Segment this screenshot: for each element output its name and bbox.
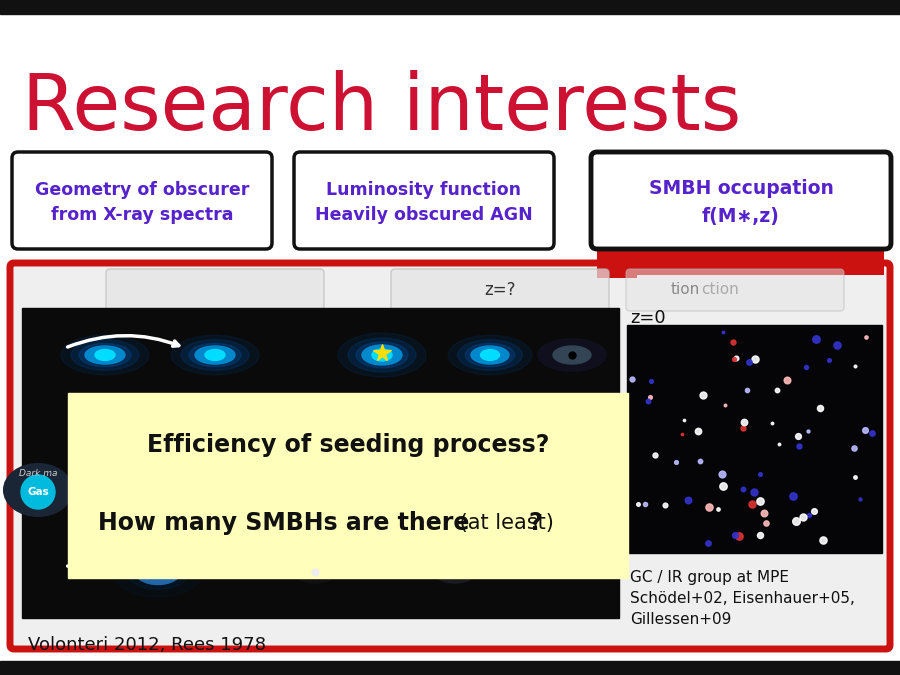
Ellipse shape (471, 346, 509, 364)
FancyBboxPatch shape (12, 152, 272, 249)
Ellipse shape (181, 340, 249, 371)
Ellipse shape (356, 342, 408, 368)
Text: Geometry of obscurer
from X-ray spectra: Geometry of obscurer from X-ray spectra (35, 181, 249, 224)
Ellipse shape (95, 350, 115, 360)
Text: Gas: Gas (27, 487, 49, 497)
Bar (627, 325, 882, 553)
Text: z=0: z=0 (630, 309, 666, 327)
Text: Efficiency of seeding process?: Efficiency of seeding process? (147, 433, 549, 457)
Ellipse shape (434, 561, 476, 583)
Ellipse shape (348, 338, 416, 372)
Bar (68, 393, 628, 578)
Text: z=?: z=? (484, 281, 516, 299)
Polygon shape (637, 246, 884, 275)
Ellipse shape (465, 344, 515, 367)
Text: ?: ? (528, 511, 542, 535)
Bar (0, 0, 900, 14)
Circle shape (21, 475, 55, 509)
Ellipse shape (448, 335, 532, 375)
Ellipse shape (553, 346, 591, 364)
Bar (0, 661, 900, 675)
FancyBboxPatch shape (10, 263, 890, 649)
Text: Luminosity function
Heavily obscured AGN: Luminosity function Heavily obscured AGN (315, 181, 533, 224)
Text: How many SMBHs are there: How many SMBHs are there (98, 511, 470, 535)
Ellipse shape (205, 350, 225, 360)
Text: tion: tion (670, 283, 699, 298)
Text: (at least): (at least) (453, 513, 554, 533)
Ellipse shape (79, 344, 131, 367)
Bar (22, 308, 619, 618)
Ellipse shape (127, 554, 190, 589)
Ellipse shape (148, 566, 168, 578)
FancyBboxPatch shape (626, 269, 844, 311)
Ellipse shape (113, 547, 203, 597)
Ellipse shape (4, 464, 72, 516)
FancyBboxPatch shape (391, 269, 609, 311)
Ellipse shape (338, 333, 426, 377)
Ellipse shape (481, 350, 500, 360)
Text: SMBH occupation
f(M∗,z): SMBH occupation f(M∗,z) (649, 180, 833, 225)
Text: Research interests: Research interests (22, 70, 742, 146)
FancyBboxPatch shape (106, 269, 324, 311)
Ellipse shape (85, 346, 125, 364)
Polygon shape (597, 243, 637, 278)
Ellipse shape (189, 344, 241, 367)
Text: GC / IR group at MPE
Schödel+02, Eisenhauer+05,
Gillessen+09: GC / IR group at MPE Schödel+02, Eisenha… (630, 570, 855, 627)
Ellipse shape (538, 339, 607, 371)
Ellipse shape (136, 560, 181, 585)
Text: Dark ma: Dark ma (19, 470, 58, 479)
Ellipse shape (362, 345, 402, 365)
Ellipse shape (458, 340, 522, 371)
Ellipse shape (171, 335, 259, 375)
Ellipse shape (294, 561, 336, 583)
FancyBboxPatch shape (294, 152, 554, 249)
FancyBboxPatch shape (591, 152, 891, 249)
Text: ction: ction (701, 283, 739, 298)
Ellipse shape (71, 340, 139, 371)
Ellipse shape (195, 346, 235, 364)
Ellipse shape (372, 349, 392, 361)
Text: Volonteri 2012, Rees 1978: Volonteri 2012, Rees 1978 (28, 636, 266, 654)
Ellipse shape (61, 335, 149, 375)
